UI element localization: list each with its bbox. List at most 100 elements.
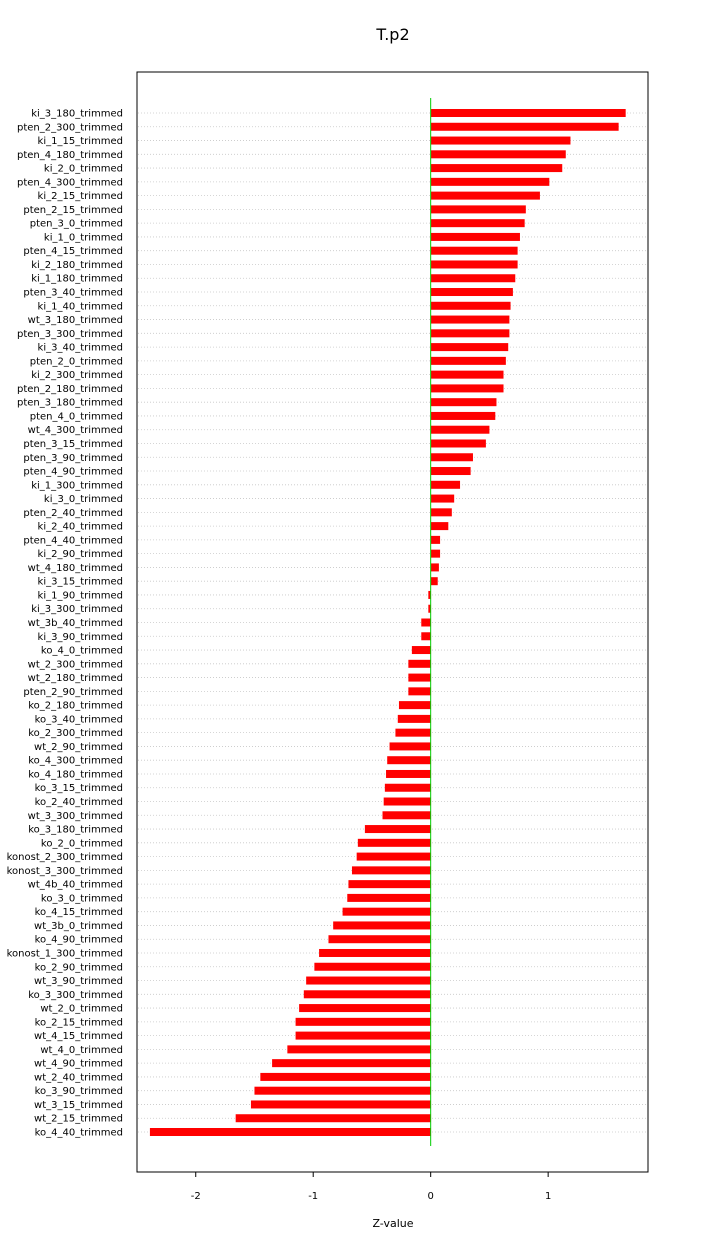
- category-label: konost_1_300_trimmed: [7, 948, 123, 959]
- bar-wt_2_15_trimmed: [235, 1114, 431, 1123]
- bar-pten_3_180_trimmed: [430, 398, 497, 407]
- bar-pten_4_40_trimmed: [430, 535, 441, 544]
- category-label: ki_1_180_trimmed: [31, 274, 123, 285]
- category-label: ko_2_180_trimmed: [28, 701, 123, 712]
- bar-pten_4_90_trimmed: [430, 467, 471, 476]
- category-label: pten_4_15_trimmed: [23, 246, 123, 257]
- bar-wt_4_15_trimmed: [295, 1031, 431, 1040]
- x-tick-label: 1: [545, 1191, 551, 1202]
- bar-ki_2_40_trimmed: [430, 522, 449, 531]
- bar-ko_3_90_trimmed: [254, 1086, 431, 1095]
- category-label: ko_4_15_trimmed: [35, 907, 123, 918]
- category-label: pten_2_40_trimmed: [23, 508, 123, 519]
- bar-ko_4_15_trimmed: [342, 907, 431, 916]
- bar-ki_3_0_trimmed: [430, 494, 455, 503]
- x-axis: -2 -1 0 1: [191, 1172, 551, 1202]
- category-label: pten_4_300_trimmed: [17, 177, 123, 188]
- bar-ko_4_300_trimmed: [387, 756, 431, 765]
- bar-pten_3_15_trimmed: [430, 439, 486, 448]
- x-tick-label: 0: [427, 1191, 433, 1202]
- category-label: ko_3_0_trimmed: [41, 893, 123, 904]
- bar-pten_2_15_trimmed: [430, 205, 526, 214]
- bar-pten_4_0_trimmed: [430, 411, 496, 420]
- x-tick-label: -2: [191, 1191, 201, 1202]
- bar-konost_3_300_trimmed: [351, 866, 431, 875]
- bar-ko_3_300_trimmed: [303, 990, 431, 999]
- category-label: pten_3_15_trimmed: [23, 439, 123, 450]
- bar-ki_1_300_trimmed: [430, 480, 461, 489]
- category-label: ki_1_15_trimmed: [38, 136, 123, 147]
- category-label: wt_3_15_trimmed: [34, 1100, 123, 1111]
- category-label: wt_4_15_trimmed: [34, 1031, 123, 1042]
- bar-pten_2_0_trimmed: [430, 356, 506, 365]
- bar-wt_3_90_trimmed: [306, 976, 431, 985]
- bar-ki_3_15_trimmed: [430, 577, 438, 586]
- category-label: ko_2_0_trimmed: [41, 838, 123, 849]
- x-axis-title: Z-value: [372, 1217, 413, 1230]
- bar-ko_3_40_trimmed: [397, 714, 431, 723]
- bar-ki_1_0_trimmed: [430, 232, 520, 241]
- gridlines: [138, 112, 647, 1133]
- bar-pten_3_40_trimmed: [430, 288, 513, 297]
- bar-wt_2_180_trimmed: [408, 673, 431, 682]
- bar-ki_2_300_trimmed: [430, 370, 504, 379]
- category-label: konost_2_300_trimmed: [7, 852, 123, 863]
- x-tick-label: -1: [308, 1191, 318, 1202]
- bar-pten_2_300_trimmed: [430, 122, 619, 131]
- bar-ko_2_0_trimmed: [357, 838, 431, 847]
- bar-pten_3_90_trimmed: [430, 453, 473, 462]
- category-label: ki_1_90_trimmed: [38, 590, 123, 601]
- category-label: wt_2_40_trimmed: [34, 1072, 123, 1083]
- category-label: ki_1_300_trimmed: [31, 480, 123, 491]
- category-label: wt_3_180_trimmed: [28, 315, 123, 326]
- category-label: wt_4_180_trimmed: [28, 563, 123, 574]
- bar-wt_2_0_trimmed: [299, 1004, 431, 1013]
- category-label: ki_2_15_trimmed: [38, 191, 123, 202]
- bar-wt_4_90_trimmed: [272, 1059, 431, 1068]
- bar-ki_1_40_trimmed: [430, 301, 511, 310]
- bar-ko_3_180_trimmed: [364, 825, 431, 834]
- category-label: pten_3_300_trimmed: [17, 329, 123, 340]
- category-label: wt_4_90_trimmed: [34, 1059, 123, 1070]
- category-label: pten_4_180_trimmed: [17, 150, 123, 161]
- bar-ko_4_0_trimmed: [411, 646, 431, 655]
- category-label: ko_4_90_trimmed: [35, 935, 123, 946]
- category-label: wt_3_300_trimmed: [28, 811, 123, 822]
- category-label: wt_3b_40_trimmed: [28, 618, 123, 629]
- bar-wt_3_300_trimmed: [382, 811, 431, 820]
- bar-wt_3_15_trimmed: [250, 1100, 431, 1109]
- bar-konost_2_300_trimmed: [356, 852, 431, 861]
- category-label: pten_2_180_trimmed: [17, 384, 123, 395]
- category-labels: ki_3_180_trimmed pten_2_300_trimmed ki_1_1…: [7, 109, 123, 1139]
- bar-wt_3b_40_trimmed: [421, 618, 431, 627]
- bar-ki_1_180_trimmed: [430, 274, 516, 283]
- bar-wt_4_0_trimmed: [287, 1045, 431, 1054]
- bar-ki_2_180_trimmed: [430, 260, 518, 269]
- bar-wt_3b_0_trimmed: [333, 921, 431, 930]
- category-label: pten_3_40_trimmed: [23, 288, 123, 299]
- category-label: konost_3_300_trimmed: [7, 866, 123, 877]
- category-label: pten_3_180_trimmed: [17, 398, 123, 409]
- bar-pten_4_300_trimmed: [430, 177, 550, 186]
- bar-ko_4_40_trimmed: [149, 1128, 431, 1136]
- category-label: wt_3b_0_trimmed: [34, 921, 123, 932]
- bar-pten_2_180_trimmed: [430, 384, 504, 393]
- category-label: ko_4_180_trimmed: [28, 769, 123, 780]
- bar-pten_4_15_trimmed: [430, 246, 518, 255]
- bar-ki_3_40_trimmed: [430, 343, 509, 352]
- bar-konost_1_300_trimmed: [319, 948, 431, 957]
- category-label: ki_2_180_trimmed: [31, 260, 123, 271]
- bar-ko_2_15_trimmed: [295, 1017, 431, 1026]
- bar-ki_2_0_trimmed: [430, 164, 563, 173]
- category-label: wt_2_90_trimmed: [34, 742, 123, 753]
- bar-ko_2_180_trimmed: [398, 701, 431, 710]
- category-label: ko_3_180_trimmed: [28, 825, 123, 836]
- bar-wt_2_40_trimmed: [260, 1072, 431, 1081]
- bar-pten_4_180_trimmed: [430, 150, 566, 159]
- bar-wt_4b_40_trimmed: [348, 880, 431, 889]
- category-label: ko_3_15_trimmed: [35, 783, 123, 794]
- bar-ko_2_90_trimmed: [314, 962, 431, 971]
- bar-pten_3_0_trimmed: [430, 219, 525, 228]
- category-label: wt_2_180_trimmed: [28, 673, 123, 684]
